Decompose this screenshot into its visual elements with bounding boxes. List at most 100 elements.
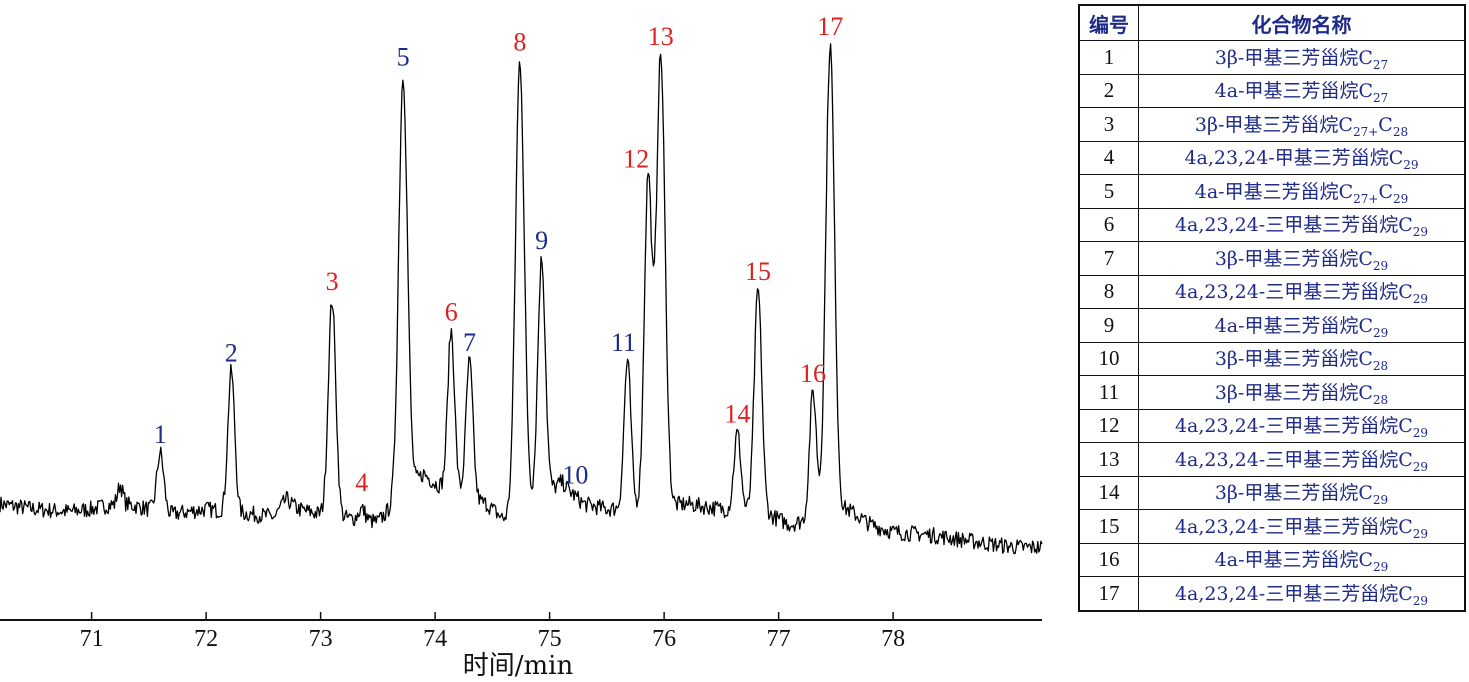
carbon-number-subscript: 29 bbox=[1412, 292, 1429, 307]
legend-row: 1 3β-甲基三芳甾烷C27 bbox=[1078, 40, 1466, 75]
legend-row-compound: 4a-甲基三芳甾烷C27 bbox=[1138, 73, 1466, 108]
legend-row-number: 14 bbox=[1078, 475, 1139, 510]
peak-label-17: 17 bbox=[817, 12, 843, 41]
compound-name-second: C bbox=[1378, 113, 1393, 136]
compound-name: 3β-甲基三芳甾烷C bbox=[1214, 46, 1373, 69]
compound-name: 4a-甲基三芳甾烷C bbox=[1214, 314, 1374, 337]
x-tick-label-74: 74 bbox=[423, 626, 447, 652]
peak-label-7: 7 bbox=[463, 328, 476, 357]
carbon-number-subscript: 27 bbox=[1373, 91, 1389, 106]
legend-row-compound: 4a,23,24-三甲基三芳甾烷C29 bbox=[1138, 408, 1466, 443]
peak-label-4: 4 bbox=[355, 468, 368, 497]
compound-name: 3β-甲基三芳甾烷C bbox=[1214, 482, 1373, 505]
legend-row-compound: 4a,23,24-三甲基三芳甾烷C29 bbox=[1138, 442, 1466, 477]
peak-label-15: 15 bbox=[745, 257, 771, 286]
compound-name: 4a,23,24-甲基三芳甾烷C bbox=[1184, 147, 1404, 170]
legend-row-compound: 3β-甲基三芳甾烷C28 bbox=[1138, 341, 1466, 376]
compound-legend-table: 编号 化合物名称 1 3β-甲基三芳甾烷C27 2 4a-甲基三芳甾烷C27 3 3β-甲… bbox=[1078, 4, 1466, 612]
legend-row-compound: 3β-甲基三芳甾烷C27+C28 bbox=[1138, 107, 1466, 142]
compound-name: 3β-甲基三芳甾烷C bbox=[1194, 113, 1353, 136]
legend-row-number: 12 bbox=[1078, 408, 1139, 443]
compound-name: 4a,23,24-三甲基三芳甾烷C bbox=[1174, 448, 1413, 471]
carbon-number-subscript: 29 bbox=[1412, 459, 1429, 474]
legend-row-number: 10 bbox=[1078, 341, 1139, 376]
legend-row-number: 5 bbox=[1078, 174, 1139, 209]
legend-row-compound: 4a-甲基三芳甾烷C29 bbox=[1138, 542, 1466, 577]
carbon-number-subscript: 29 bbox=[1372, 493, 1389, 508]
compound-name-second: C bbox=[1378, 180, 1393, 203]
peak-label-6: 6 bbox=[445, 298, 458, 327]
legend-body: 1 3β-甲基三芳甾烷C27 2 4a-甲基三芳甾烷C27 3 3β-甲基三芳甾烷C27+… bbox=[1078, 40, 1466, 611]
legend-row-number: 9 bbox=[1078, 308, 1139, 343]
legend-row-compound: 4a,23,24-三甲基三芳甾烷C29 bbox=[1138, 509, 1466, 544]
carbon-number-subscript: 29 bbox=[1403, 158, 1419, 173]
peak-label-11: 11 bbox=[611, 328, 636, 357]
legend-row: 12 4a,23,24-三甲基三芳甾烷C29 bbox=[1078, 408, 1466, 443]
legend-header-number: 编号 bbox=[1078, 4, 1139, 41]
legend-row-compound: 4a-甲基三芳甾烷C27+C29 bbox=[1138, 174, 1466, 209]
carbon-number-subscript: 29 bbox=[1373, 325, 1389, 340]
legend-row-compound: 3β-甲基三芳甾烷C28 bbox=[1138, 375, 1466, 410]
peak-label-9: 9 bbox=[535, 226, 548, 255]
compound-name: 4a-甲基三芳甾烷C bbox=[1214, 80, 1374, 103]
legend-row: 14 3β-甲基三芳甾烷C29 bbox=[1078, 475, 1466, 510]
x-tick-label-76: 76 bbox=[652, 626, 676, 652]
legend-row-number: 1 bbox=[1078, 40, 1139, 75]
carbon-number-subscript: 27 bbox=[1372, 57, 1389, 72]
peak-label-3: 3 bbox=[326, 267, 339, 296]
carbon-number-subscript: 28 bbox=[1372, 392, 1389, 407]
legend-row: 11 3β-甲基三芳甾烷C28 bbox=[1078, 375, 1466, 410]
legend-row-compound: 3β-甲基三芳甾烷C29 bbox=[1138, 241, 1466, 276]
chromatogram-trace bbox=[0, 43, 1043, 555]
peak-label-2: 2 bbox=[225, 338, 238, 367]
x-tick-label-75: 75 bbox=[538, 626, 562, 652]
x-tick-label-72: 72 bbox=[194, 626, 218, 652]
legend-row-compound: 3β-甲基三芳甾烷C27 bbox=[1138, 40, 1466, 75]
legend-row-compound: 4a,23,24-三甲基三芳甾烷C29 bbox=[1138, 207, 1466, 242]
legend-row: 16 4a-甲基三芳甾烷C29 bbox=[1078, 542, 1466, 577]
legend-row-number: 6 bbox=[1078, 207, 1139, 242]
peak-label-13: 13 bbox=[648, 22, 674, 51]
peak-label-8: 8 bbox=[513, 27, 526, 56]
legend-row: 4 4a,23,24-甲基三芳甾烷C29 bbox=[1078, 140, 1466, 175]
legend-row-number: 2 bbox=[1078, 73, 1139, 108]
peak-label-16: 16 bbox=[800, 359, 826, 388]
peak-label-14: 14 bbox=[724, 400, 750, 429]
carbon-number-subscript: 29 bbox=[1412, 426, 1429, 441]
compound-name: 4a,23,24-三甲基三芳甾烷C bbox=[1174, 515, 1413, 538]
legend-row: 13 4a,23,24-三甲基三芳甾烷C29 bbox=[1078, 442, 1466, 477]
compound-name: 3β-甲基三芳甾烷C bbox=[1214, 247, 1373, 270]
legend-row: 15 4a,23,24-三甲基三芳甾烷C29 bbox=[1078, 509, 1466, 544]
legend-row-number: 17 bbox=[1078, 576, 1139, 611]
legend-row: 3 3β-甲基三芳甾烷C27+C28 bbox=[1078, 107, 1466, 142]
compound-name: 3β-甲基三芳甾烷C bbox=[1214, 348, 1373, 371]
legend-row-number: 16 bbox=[1078, 542, 1139, 577]
peak-label-1: 1 bbox=[154, 420, 167, 449]
carbon-number-subscript: 28 bbox=[1372, 359, 1389, 374]
peak-label-12: 12 bbox=[623, 145, 649, 174]
compound-name: 4a-甲基三芳甾烷C bbox=[1194, 180, 1354, 203]
legend-header-name: 化合物名称 bbox=[1138, 4, 1466, 41]
carbon-number-subscript: 29 bbox=[1412, 593, 1429, 608]
legend-row-number: 8 bbox=[1078, 274, 1139, 309]
compound-name: 4a,23,24-三甲基三芳甾烷C bbox=[1174, 415, 1413, 438]
legend-header-row: 编号 化合物名称 bbox=[1078, 4, 1466, 41]
legend-row-number: 4 bbox=[1078, 140, 1139, 175]
x-axis-title: 时间/min bbox=[463, 651, 574, 681]
carbon-number-subscript: 29 bbox=[1373, 560, 1389, 575]
peak-label-5: 5 bbox=[397, 43, 410, 72]
legend-row: 2 4a-甲基三芳甾烷C27 bbox=[1078, 73, 1466, 108]
compound-name: 4a,23,24-三甲基三芳甾烷C bbox=[1174, 281, 1413, 304]
legend-row: 5 4a-甲基三芳甾烷C27+C29 bbox=[1078, 174, 1466, 209]
x-tick-label-78: 78 bbox=[881, 626, 905, 652]
x-tick-label-73: 73 bbox=[309, 626, 333, 652]
carbon-number-subscript: 29 bbox=[1412, 526, 1429, 541]
carbon-number-subscript-second: 29 bbox=[1392, 191, 1409, 206]
legend-row: 9 4a-甲基三芳甾烷C29 bbox=[1078, 308, 1466, 343]
legend-row: 6 4a,23,24-三甲基三芳甾烷C29 bbox=[1078, 207, 1466, 242]
peak-label-10: 10 bbox=[562, 461, 588, 490]
legend-row: 7 3β-甲基三芳甾烷C29 bbox=[1078, 241, 1466, 276]
trace-layer bbox=[0, 43, 1043, 555]
